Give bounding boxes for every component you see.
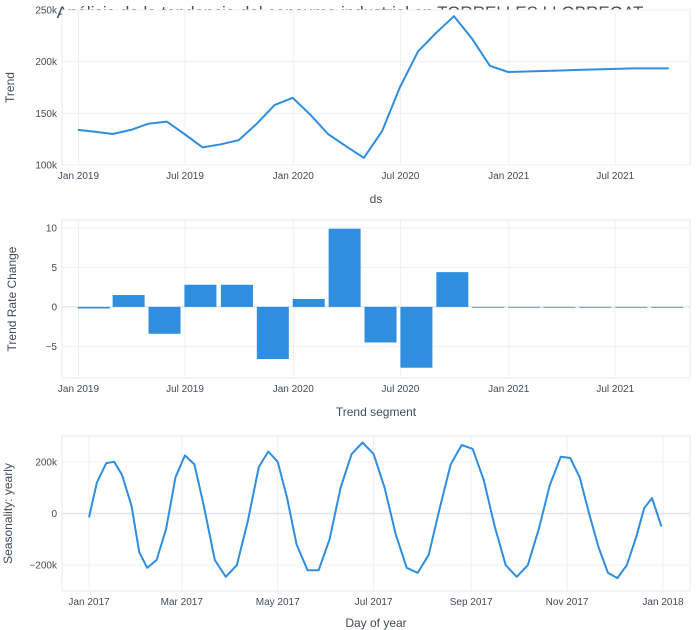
panel2-bar (472, 306, 505, 308)
panel2-x-axis-title: Trend segment (336, 405, 417, 419)
panel1-x-axis-title: ds (370, 192, 383, 206)
panel2-bar (77, 306, 110, 309)
panel2-y-tick-label: −5 (46, 342, 58, 353)
panel1-series-line (77, 15, 669, 159)
panel2-bar (508, 306, 541, 308)
panel2-bar (220, 284, 253, 307)
panel1-x-tick-label: Jan 2020 (273, 171, 315, 182)
panel2-x-tick-label: Jul 2021 (596, 384, 634, 395)
panel2-bar (256, 306, 289, 360)
panel3-x-axis-title: Day of year (345, 616, 406, 630)
panel1-x-tick-label: Jan 2021 (488, 171, 530, 182)
panel2-y-tick-label: 10 (46, 223, 58, 234)
panel2-x-tick-label: Jan 2019 (58, 384, 100, 395)
panel2-bar (436, 272, 469, 307)
panel3-x-tick-label: Sep 2017 (450, 597, 493, 608)
panel2-bar (364, 306, 397, 343)
panel3-x-tick-label: Nov 2017 (546, 597, 589, 608)
panel3-x-tick-label: Mar 2017 (161, 597, 204, 608)
panel2-x-tick-label: Jan 2020 (273, 384, 315, 395)
panel1-x-tick-label: Jul 2020 (382, 171, 420, 182)
panel2-bar (543, 306, 576, 308)
panel2-x-tick-label: Jul 2020 (382, 384, 420, 395)
panel1-y-tick-label: 200k (35, 57, 58, 68)
panel1-x-tick-label: Jul 2019 (166, 171, 204, 182)
panel2-bar (579, 306, 612, 308)
panel2-bar (328, 228, 361, 307)
panel2-x-tick-label: Jul 2019 (166, 384, 204, 395)
panel2-y-tick-label: 5 (51, 263, 57, 274)
panel1-y-axis-title: Trend (3, 72, 17, 103)
panel3-y-tick-label: −200k (29, 561, 58, 572)
panel1-x-tick-label: Jan 2019 (58, 171, 100, 182)
panel3-y-tick-label: 0 (51, 509, 57, 520)
panel2-bar (184, 284, 217, 307)
panel2-bar (292, 299, 325, 307)
panel2-bar (615, 306, 648, 308)
panel3-x-tick-label: Jan 2017 (68, 597, 110, 608)
panel1-x-tick-label: Jul 2021 (596, 171, 634, 182)
panel3-y-tick-label: 200k (35, 457, 58, 468)
panel2-plot-area (61, 219, 691, 379)
panel2-bar (651, 306, 684, 308)
panel3-x-tick-label: Jan 2018 (642, 597, 684, 608)
panel2-y-tick-label: 0 (51, 302, 57, 313)
panel3-y-axis-title: Seasonality: yearly (1, 463, 15, 564)
panel2-y-axis-title: Trend Rate Change (5, 246, 19, 351)
panel3-series-line (88, 441, 663, 580)
panel2-bar (400, 306, 433, 368)
panel2-x-tick-label: Jan 2021 (488, 384, 530, 395)
panel1-y-tick-label: 100k (35, 161, 58, 172)
panel3-x-tick-label: Jul 2017 (355, 597, 393, 608)
panel2-bar (148, 306, 181, 334)
panel1-y-tick-label: 150k (35, 109, 58, 120)
panel2-bar (112, 295, 145, 307)
panel3-x-tick-label: May 2017 (256, 597, 300, 608)
panel1-y-tick-label: 250k (35, 6, 58, 17)
